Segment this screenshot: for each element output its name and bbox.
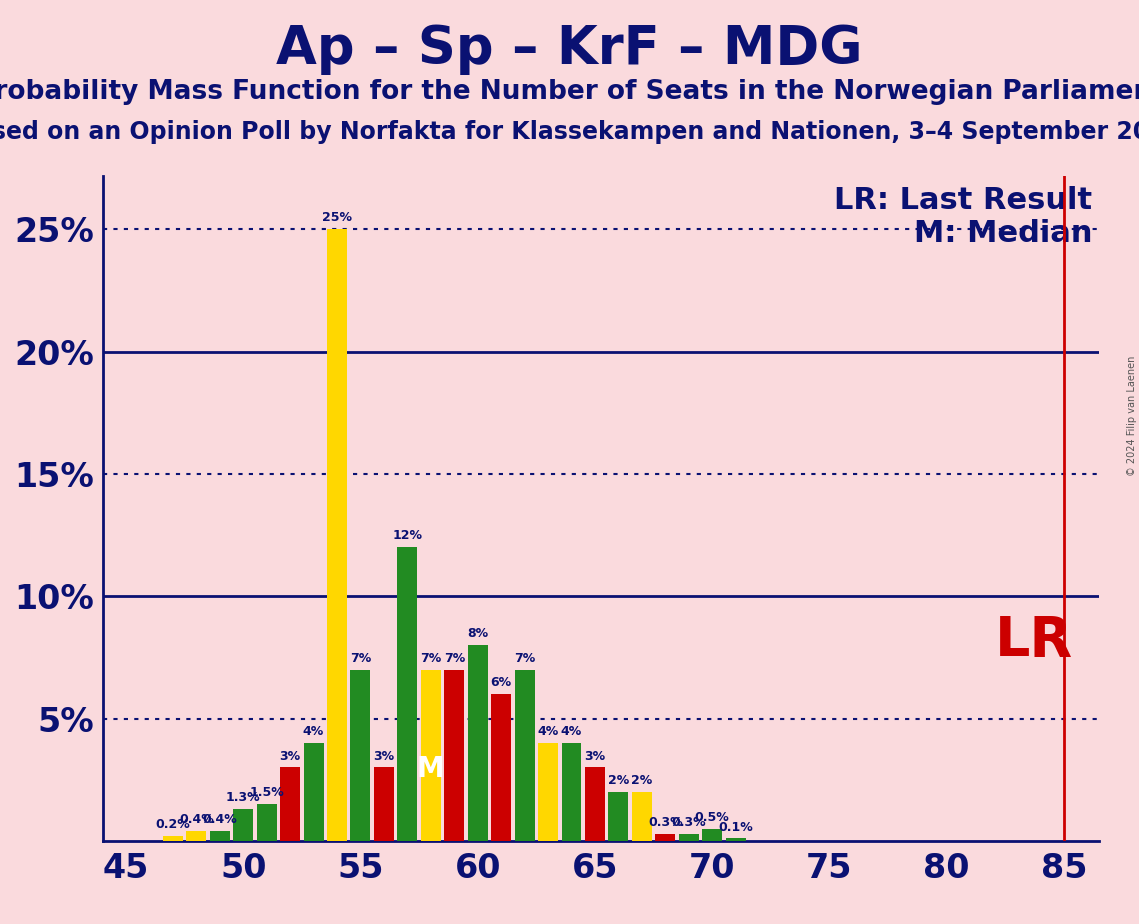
Text: 12%: 12%	[392, 529, 423, 542]
Text: 3%: 3%	[374, 749, 394, 762]
Bar	[374, 768, 394, 841]
Text: 0.2%: 0.2%	[156, 818, 190, 831]
Bar	[256, 804, 277, 841]
Text: LR: LR	[995, 614, 1073, 668]
Bar	[444, 670, 465, 841]
Bar	[187, 831, 206, 841]
Bar	[210, 831, 230, 841]
Bar	[491, 694, 511, 841]
Text: 2%: 2%	[608, 774, 629, 787]
Text: Probability Mass Function for the Number of Seats in the Norwegian Parliament: Probability Mass Function for the Number…	[0, 79, 1139, 104]
Bar	[304, 743, 323, 841]
Text: 7%: 7%	[514, 651, 535, 664]
Text: 3%: 3%	[584, 749, 606, 762]
Text: 0.3%: 0.3%	[648, 816, 682, 829]
Text: 7%: 7%	[420, 651, 442, 664]
Text: 6%: 6%	[491, 676, 511, 689]
Text: Ap – Sp – KrF – MDG: Ap – Sp – KrF – MDG	[277, 23, 862, 75]
Bar	[163, 836, 183, 841]
Bar	[398, 547, 417, 841]
Text: 1.3%: 1.3%	[226, 791, 261, 804]
Text: 25%: 25%	[322, 212, 352, 225]
Text: 0.5%: 0.5%	[695, 810, 730, 823]
Text: 7%: 7%	[350, 651, 371, 664]
Bar	[515, 670, 534, 841]
Text: 8%: 8%	[467, 627, 489, 640]
Text: 4%: 4%	[538, 725, 559, 738]
Text: M: Median: M: Median	[913, 219, 1092, 248]
Text: 0.1%: 0.1%	[719, 821, 753, 833]
Bar	[468, 645, 487, 841]
Bar	[679, 833, 698, 841]
Text: 0.3%: 0.3%	[672, 816, 706, 829]
Text: 4%: 4%	[560, 725, 582, 738]
Bar	[420, 670, 441, 841]
Bar	[538, 743, 558, 841]
Text: 2%: 2%	[631, 774, 653, 787]
Text: 0.4%: 0.4%	[179, 813, 214, 826]
Text: 1.5%: 1.5%	[249, 786, 284, 799]
Bar	[585, 768, 605, 841]
Bar	[351, 670, 370, 841]
Bar	[280, 768, 300, 841]
Bar	[655, 833, 675, 841]
Text: 0.4%: 0.4%	[203, 813, 237, 826]
Text: 3%: 3%	[279, 749, 301, 762]
Bar	[608, 792, 629, 841]
Bar	[632, 792, 652, 841]
Bar	[562, 743, 582, 841]
Bar	[726, 838, 746, 841]
Text: Based on an Opinion Poll by Norfakta for Klassekampen and Nationen, 3–4 Septembe: Based on an Opinion Poll by Norfakta for…	[0, 120, 1139, 144]
Text: © 2024 Filip van Laenen: © 2024 Filip van Laenen	[1126, 356, 1137, 476]
Text: LR: Last Result: LR: Last Result	[834, 186, 1092, 214]
Bar	[327, 229, 347, 841]
Text: M: M	[417, 755, 444, 783]
Text: 4%: 4%	[303, 725, 325, 738]
Bar	[703, 829, 722, 841]
Bar	[233, 809, 253, 841]
Text: 7%: 7%	[443, 651, 465, 664]
